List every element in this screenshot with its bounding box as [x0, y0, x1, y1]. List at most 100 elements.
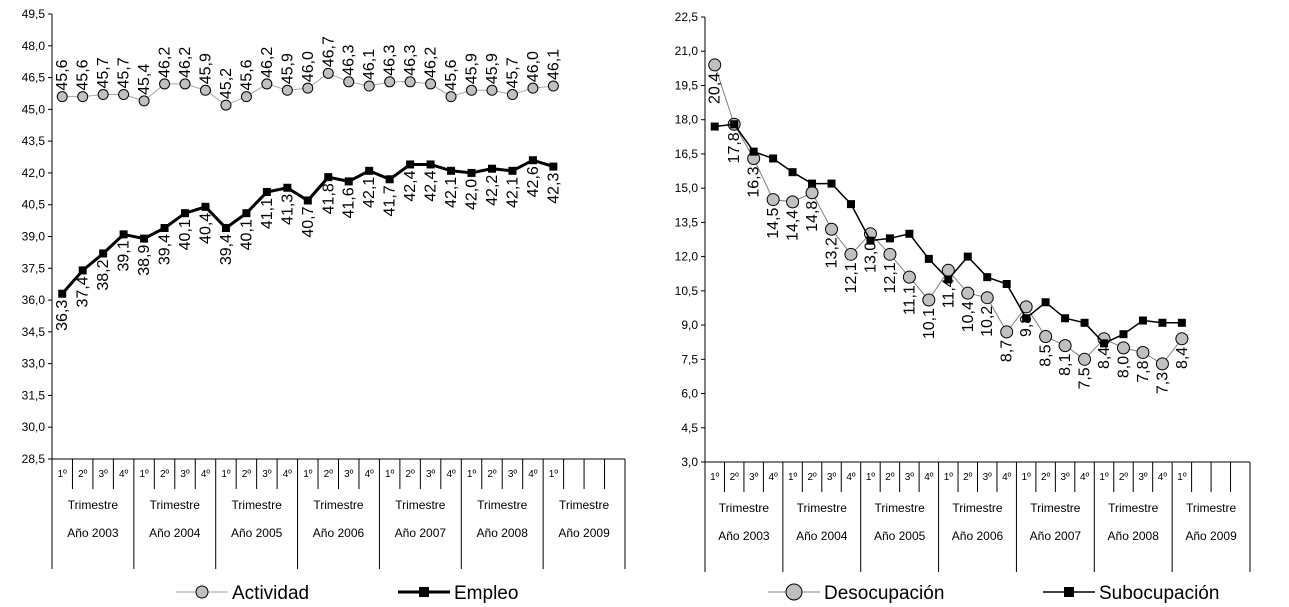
data-point-empleo	[406, 160, 415, 169]
y-tick-label: 30,0	[22, 420, 46, 434]
quarter-label: 3º	[905, 472, 915, 483]
quarter-label: 2º	[807, 472, 817, 483]
data-label-actividad: 46,3	[382, 45, 399, 76]
data-label-empleo: 42,0	[464, 179, 481, 210]
year-label: Año 2006	[313, 526, 365, 540]
data-point-actividad	[506, 89, 518, 101]
quarter-label: 1º	[303, 469, 313, 480]
data-point-actividad	[425, 78, 437, 90]
data-label-actividad: 46,2	[177, 47, 194, 78]
data-point-desocupacion	[1058, 339, 1072, 353]
data-point-subocupacion	[1138, 316, 1147, 325]
quarter-label: 3º	[508, 469, 518, 480]
trimestre-label: Trimestre	[68, 498, 119, 512]
quarter-label: 3º	[1060, 472, 1070, 483]
quarter-label: 2º	[160, 469, 170, 480]
data-label-desocupacion: 7,8	[1135, 360, 1152, 382]
data-label-empleo: 40,4	[198, 213, 215, 244]
data-label-desocupacion: 13,2	[824, 237, 841, 268]
quarter-label: 3º	[1138, 472, 1148, 483]
y-tick-label: 37,5	[22, 261, 46, 275]
data-point-subocupacion	[963, 252, 972, 261]
data-label-actividad: 46,0	[300, 51, 317, 82]
data-point-desocupacion	[1175, 332, 1189, 346]
quarter-label: 2º	[885, 472, 895, 483]
quarter-label: 3º	[262, 469, 272, 480]
data-point-subocupacion	[1080, 318, 1089, 327]
data-label-empleo: 42,1	[443, 177, 460, 208]
data-point-actividad	[384, 76, 396, 88]
data-label-desocupacion: 10,1	[921, 308, 938, 339]
data-label-actividad: 45,2	[218, 68, 235, 99]
data-point-actividad	[179, 78, 191, 90]
y-tick-label: 48,0	[22, 39, 46, 53]
quarter-label: 1º	[710, 472, 720, 483]
y-tick-label: 15,0	[675, 181, 699, 195]
quarter-label: 1º	[549, 469, 559, 480]
data-point-subocupacion	[885, 234, 894, 243]
data-point-empleo	[181, 209, 190, 218]
data-label-desocupacion: 12,1	[843, 262, 860, 293]
data-label-desocupacion: 20,4	[707, 73, 724, 104]
data-point-desocupacion	[1000, 325, 1014, 339]
data-point-desocupacion	[1116, 341, 1130, 355]
data-point-subocupacion	[846, 200, 855, 209]
quarter-label: 4º	[924, 472, 934, 483]
data-point-empleo	[528, 156, 537, 165]
quarter-label: 4º	[1080, 472, 1090, 483]
legend-label-empleo: Empleo	[454, 583, 518, 604]
data-point-subocupacion	[1041, 298, 1050, 307]
y-tick-label: 42,0	[22, 166, 46, 180]
data-point-subocupacion	[944, 275, 953, 284]
quarter-label: 2º	[487, 469, 497, 480]
data-label-actividad: 46,2	[157, 47, 174, 78]
quarter-label: 3º	[749, 472, 759, 483]
data-label-desocupacion: 7,3	[1154, 372, 1171, 394]
y-tick-label: 31,5	[22, 388, 46, 402]
data-label-actividad: 45,6	[238, 59, 255, 90]
y-tick-label: 34,5	[22, 325, 46, 339]
y-tick-label: 3,0	[681, 455, 698, 469]
data-point-desocupacion	[980, 291, 994, 305]
quarter-label: 1º	[788, 472, 798, 483]
data-label-desocupacion: 8,4	[1096, 347, 1113, 369]
data-point-empleo	[78, 266, 87, 275]
data-point-subocupacion	[749, 147, 758, 156]
data-point-subocupacion	[1177, 318, 1186, 327]
data-label-desocupacion: 12,1	[882, 262, 899, 293]
y-tick-label: 4,5	[681, 421, 698, 435]
y-tick-label: 46,5	[22, 71, 46, 85]
data-label-desocupacion: 8,0	[1116, 356, 1133, 378]
data-point-actividad	[118, 89, 130, 101]
data-point-subocupacion	[1158, 318, 1167, 327]
data-point-desocupacion	[902, 270, 916, 284]
data-point-actividad	[322, 67, 334, 79]
quarter-label: 1º	[221, 469, 231, 480]
data-label-actividad: 45,7	[95, 57, 112, 88]
y-tick-label: 12,0	[675, 250, 699, 264]
data-point-desocupacion	[922, 293, 936, 307]
data-point-empleo	[549, 162, 558, 171]
quarter-label: 2º	[1119, 472, 1129, 483]
data-point-actividad	[363, 80, 375, 92]
data-point-subocupacion	[808, 179, 817, 188]
quarter-label: 3º	[180, 469, 190, 480]
quarter-label: 4º	[283, 469, 293, 480]
data-label-empleo: 42,2	[484, 175, 501, 206]
data-label-desocupacion: 14,4	[785, 210, 802, 241]
data-point-actividad	[527, 82, 539, 94]
data-point-subocupacion	[905, 229, 914, 238]
data-point-actividad	[466, 84, 478, 96]
data-point-empleo	[324, 173, 333, 182]
data-point-subocupacion	[1002, 280, 1011, 288]
data-label-actividad: 46,3	[341, 45, 358, 76]
data-label-empleo: 38,2	[95, 259, 112, 290]
y-tick-label: 9,0	[681, 318, 698, 332]
data-label-empleo: 42,3	[545, 172, 562, 203]
data-label-desocupacion: 14,5	[765, 207, 782, 238]
data-label-empleo: 40,7	[300, 206, 317, 237]
y-tick-label: 49,5	[22, 7, 46, 21]
quarter-label: 1º	[58, 469, 68, 480]
data-point-desocupacion	[961, 286, 975, 300]
